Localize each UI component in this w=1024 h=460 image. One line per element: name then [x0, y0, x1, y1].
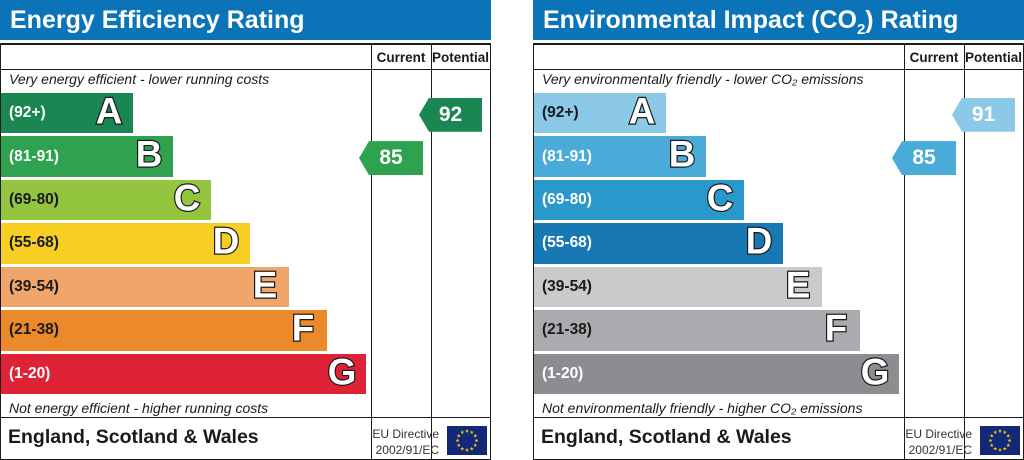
svg-text:F: F	[825, 307, 847, 348]
svg-text:F: F	[292, 307, 314, 348]
svg-text:G: G	[861, 351, 890, 392]
svg-text:D: D	[746, 221, 773, 262]
svg-text:E: E	[253, 264, 278, 305]
svg-text:E: E	[786, 264, 811, 305]
svg-text:C: C	[707, 177, 734, 218]
svg-text:G: G	[328, 351, 357, 392]
svg-text:A: A	[629, 90, 656, 131]
svg-text:B: B	[669, 134, 696, 175]
svg-text:A: A	[96, 90, 123, 131]
svg-text:D: D	[213, 221, 240, 262]
svg-text:C: C	[174, 177, 201, 218]
svg-text:B: B	[136, 134, 163, 175]
